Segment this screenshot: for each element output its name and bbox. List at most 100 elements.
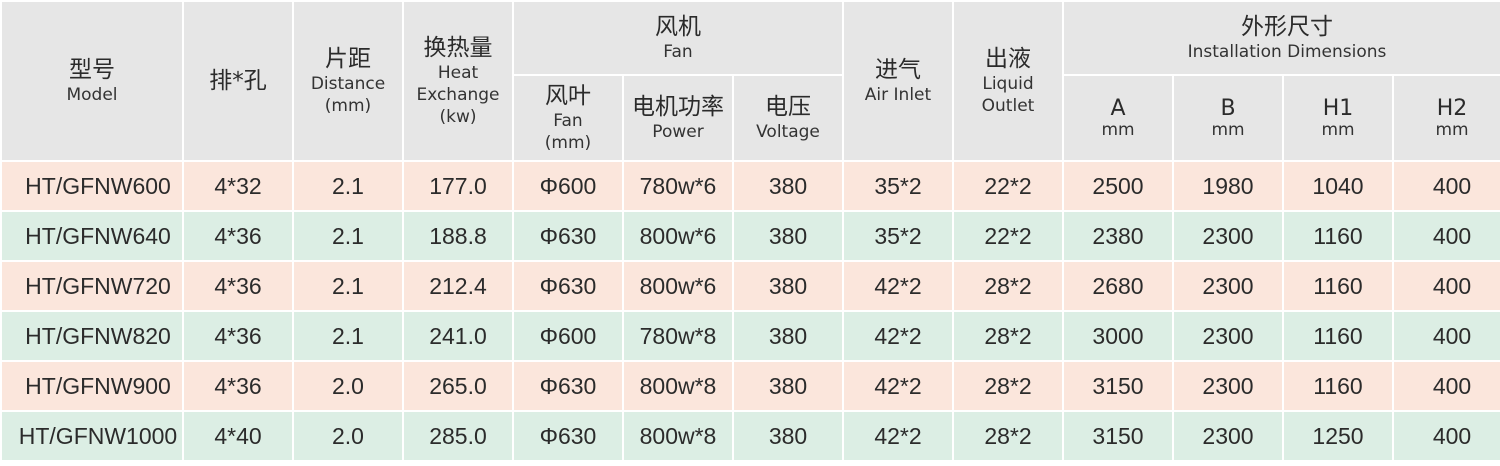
cell-air-inlet: 35*2 bbox=[842, 210, 954, 262]
col-header-holes: 排*孔 bbox=[182, 0, 294, 162]
cell-liquid-outlet: 22*2 bbox=[952, 160, 1064, 212]
cell-holes: 4*36 bbox=[182, 260, 294, 312]
col-header-power: 电机功率 Power bbox=[622, 74, 734, 162]
cell-holes: 4*32 bbox=[182, 160, 294, 212]
table-row: HT/GFNW720 4*36 2.1 212.4 Φ630 800w*6 38… bbox=[0, 260, 1500, 312]
table-row: HT/GFNW900 4*36 2.0 265.0 Φ630 800w*8 38… bbox=[0, 360, 1500, 412]
cell-air-inlet: 42*2 bbox=[842, 360, 954, 412]
cell-dim-a: 2500 bbox=[1062, 160, 1174, 212]
table-row: HT/GFNW600 4*32 2.1 177.0 Φ600 780w*6 38… bbox=[0, 160, 1500, 212]
cell-heat: 265.0 bbox=[402, 360, 514, 412]
cell-dim-h1: 1160 bbox=[1282, 360, 1394, 412]
cell-heat: 212.4 bbox=[402, 260, 514, 312]
cell-model: HT/GFNW1000 bbox=[0, 410, 184, 462]
col-header-heat-exchange: 换热量 Heat Exchange (kw) bbox=[402, 0, 514, 162]
cell-power: 780w*6 bbox=[622, 160, 734, 212]
col-header-dimensions-group: 外形尺寸 Installation Dimensions bbox=[1061, 0, 1500, 76]
cell-air-inlet: 42*2 bbox=[842, 410, 954, 462]
cell-model: HT/GFNW900 bbox=[0, 360, 184, 412]
cell-distance: 2.1 bbox=[292, 310, 404, 362]
cell-distance: 2.1 bbox=[292, 160, 404, 212]
cell-dim-a: 2380 bbox=[1062, 210, 1174, 262]
table-row: HT/GFNW640 4*36 2.1 188.8 Φ630 800w*6 38… bbox=[0, 210, 1500, 262]
cell-holes: 4*36 bbox=[182, 310, 294, 362]
cell-model: HT/GFNW720 bbox=[0, 260, 184, 312]
cell-dim-a: 3150 bbox=[1062, 410, 1174, 462]
cell-air-inlet: 35*2 bbox=[842, 160, 954, 212]
cell-heat: 177.0 bbox=[402, 160, 514, 212]
cell-dim-b: 2300 bbox=[1172, 410, 1284, 462]
col-header-voltage: 电压 Voltage bbox=[732, 74, 844, 162]
cell-dim-h2: 400 bbox=[1391, 360, 1500, 412]
cell-voltage: 380 bbox=[732, 360, 844, 412]
cell-liquid-outlet: 28*2 bbox=[952, 410, 1064, 462]
cell-dim-h2: 400 bbox=[1391, 260, 1500, 312]
cell-fan: Φ630 bbox=[512, 410, 624, 462]
cell-dim-h2: 400 bbox=[1391, 410, 1500, 462]
cell-power: 800w*6 bbox=[622, 260, 734, 312]
cell-dim-h1: 1040 bbox=[1282, 160, 1394, 212]
col-header-distance: 片距 Distance (mm) bbox=[292, 0, 404, 162]
cell-model: HT/GFNW640 bbox=[0, 210, 184, 262]
cell-holes: 4*40 bbox=[182, 410, 294, 462]
cell-dim-h1: 1160 bbox=[1282, 260, 1394, 312]
cell-dim-h2: 400 bbox=[1391, 210, 1500, 262]
cell-voltage: 380 bbox=[732, 260, 844, 312]
header-row-top: 型号 Model 排*孔 片距 Distance (mm) 换热量 Heat E… bbox=[0, 0, 1500, 162]
cell-power: 800w*8 bbox=[622, 360, 734, 412]
col-header-fan-group: 风机 Fan bbox=[512, 0, 844, 76]
col-header-dim-b: B mm bbox=[1172, 74, 1284, 162]
cell-dim-h1: 1160 bbox=[1282, 210, 1394, 262]
cell-dim-b: 1980 bbox=[1172, 160, 1284, 212]
cell-dim-a: 2680 bbox=[1062, 260, 1174, 312]
cell-voltage: 380 bbox=[732, 310, 844, 362]
col-header-dim-a: A mm bbox=[1062, 74, 1174, 162]
cell-dim-b: 2300 bbox=[1172, 210, 1284, 262]
cell-distance: 2.1 bbox=[292, 260, 404, 312]
cell-liquid-outlet: 28*2 bbox=[952, 260, 1064, 312]
cell-distance: 2.0 bbox=[292, 360, 404, 412]
cell-voltage: 380 bbox=[732, 410, 844, 462]
cell-liquid-outlet: 28*2 bbox=[952, 310, 1064, 362]
cell-liquid-outlet: 22*2 bbox=[952, 210, 1064, 262]
cell-fan: Φ600 bbox=[512, 160, 624, 212]
cell-fan: Φ630 bbox=[512, 210, 624, 262]
cell-dim-h2: 400 bbox=[1391, 310, 1500, 362]
cell-holes: 4*36 bbox=[182, 210, 294, 262]
cell-dim-h2: 400 bbox=[1391, 160, 1500, 212]
cell-power: 800w*6 bbox=[622, 210, 734, 262]
table-row: HT/GFNW1000 4*40 2.0 285.0 Φ630 800w*8 3… bbox=[0, 410, 1500, 462]
cell-model: HT/GFNW820 bbox=[0, 310, 184, 362]
cell-fan: Φ630 bbox=[512, 360, 624, 412]
cell-dim-b: 2300 bbox=[1172, 260, 1284, 312]
cell-heat: 241.0 bbox=[402, 310, 514, 362]
cell-dim-h1: 1160 bbox=[1282, 310, 1394, 362]
cell-heat: 285.0 bbox=[402, 410, 514, 462]
cell-dim-h1: 1250 bbox=[1282, 410, 1394, 462]
cell-air-inlet: 42*2 bbox=[842, 310, 954, 362]
cell-liquid-outlet: 28*2 bbox=[952, 360, 1064, 412]
cell-fan: Φ600 bbox=[512, 310, 624, 362]
col-header-model: 型号 Model bbox=[0, 0, 184, 162]
cell-dim-b: 2300 bbox=[1172, 310, 1284, 362]
table-row: HT/GFNW820 4*36 2.1 241.0 Φ600 780w*8 38… bbox=[0, 310, 1500, 362]
cell-air-inlet: 42*2 bbox=[842, 260, 954, 312]
col-header-air-inlet: 进气 Air Inlet bbox=[842, 0, 954, 162]
cell-voltage: 380 bbox=[732, 210, 844, 262]
header-row-bottom: 风叶 Fan (mm) 电机功率 Power 电压 Voltage A mm B… bbox=[1, 74, 1500, 162]
cell-distance: 2.0 bbox=[292, 410, 404, 462]
cell-power: 780w*8 bbox=[622, 310, 734, 362]
col-header-dim-h1: H1 mm bbox=[1282, 74, 1394, 162]
cell-model: HT/GFNW600 bbox=[0, 160, 184, 212]
cell-dim-a: 3000 bbox=[1062, 310, 1174, 362]
col-header-dim-h2: H2 mm bbox=[1391, 74, 1500, 162]
cell-dim-a: 3150 bbox=[1062, 360, 1174, 412]
cell-fan: Φ630 bbox=[512, 260, 624, 312]
cell-heat: 188.8 bbox=[402, 210, 514, 262]
cell-dim-b: 2300 bbox=[1172, 360, 1284, 412]
cell-distance: 2.1 bbox=[292, 210, 404, 262]
cell-holes: 4*36 bbox=[182, 360, 294, 412]
col-header-liquid-outlet: 出液 Liquid Outlet bbox=[952, 0, 1064, 162]
cell-power: 800w*8 bbox=[622, 410, 734, 462]
